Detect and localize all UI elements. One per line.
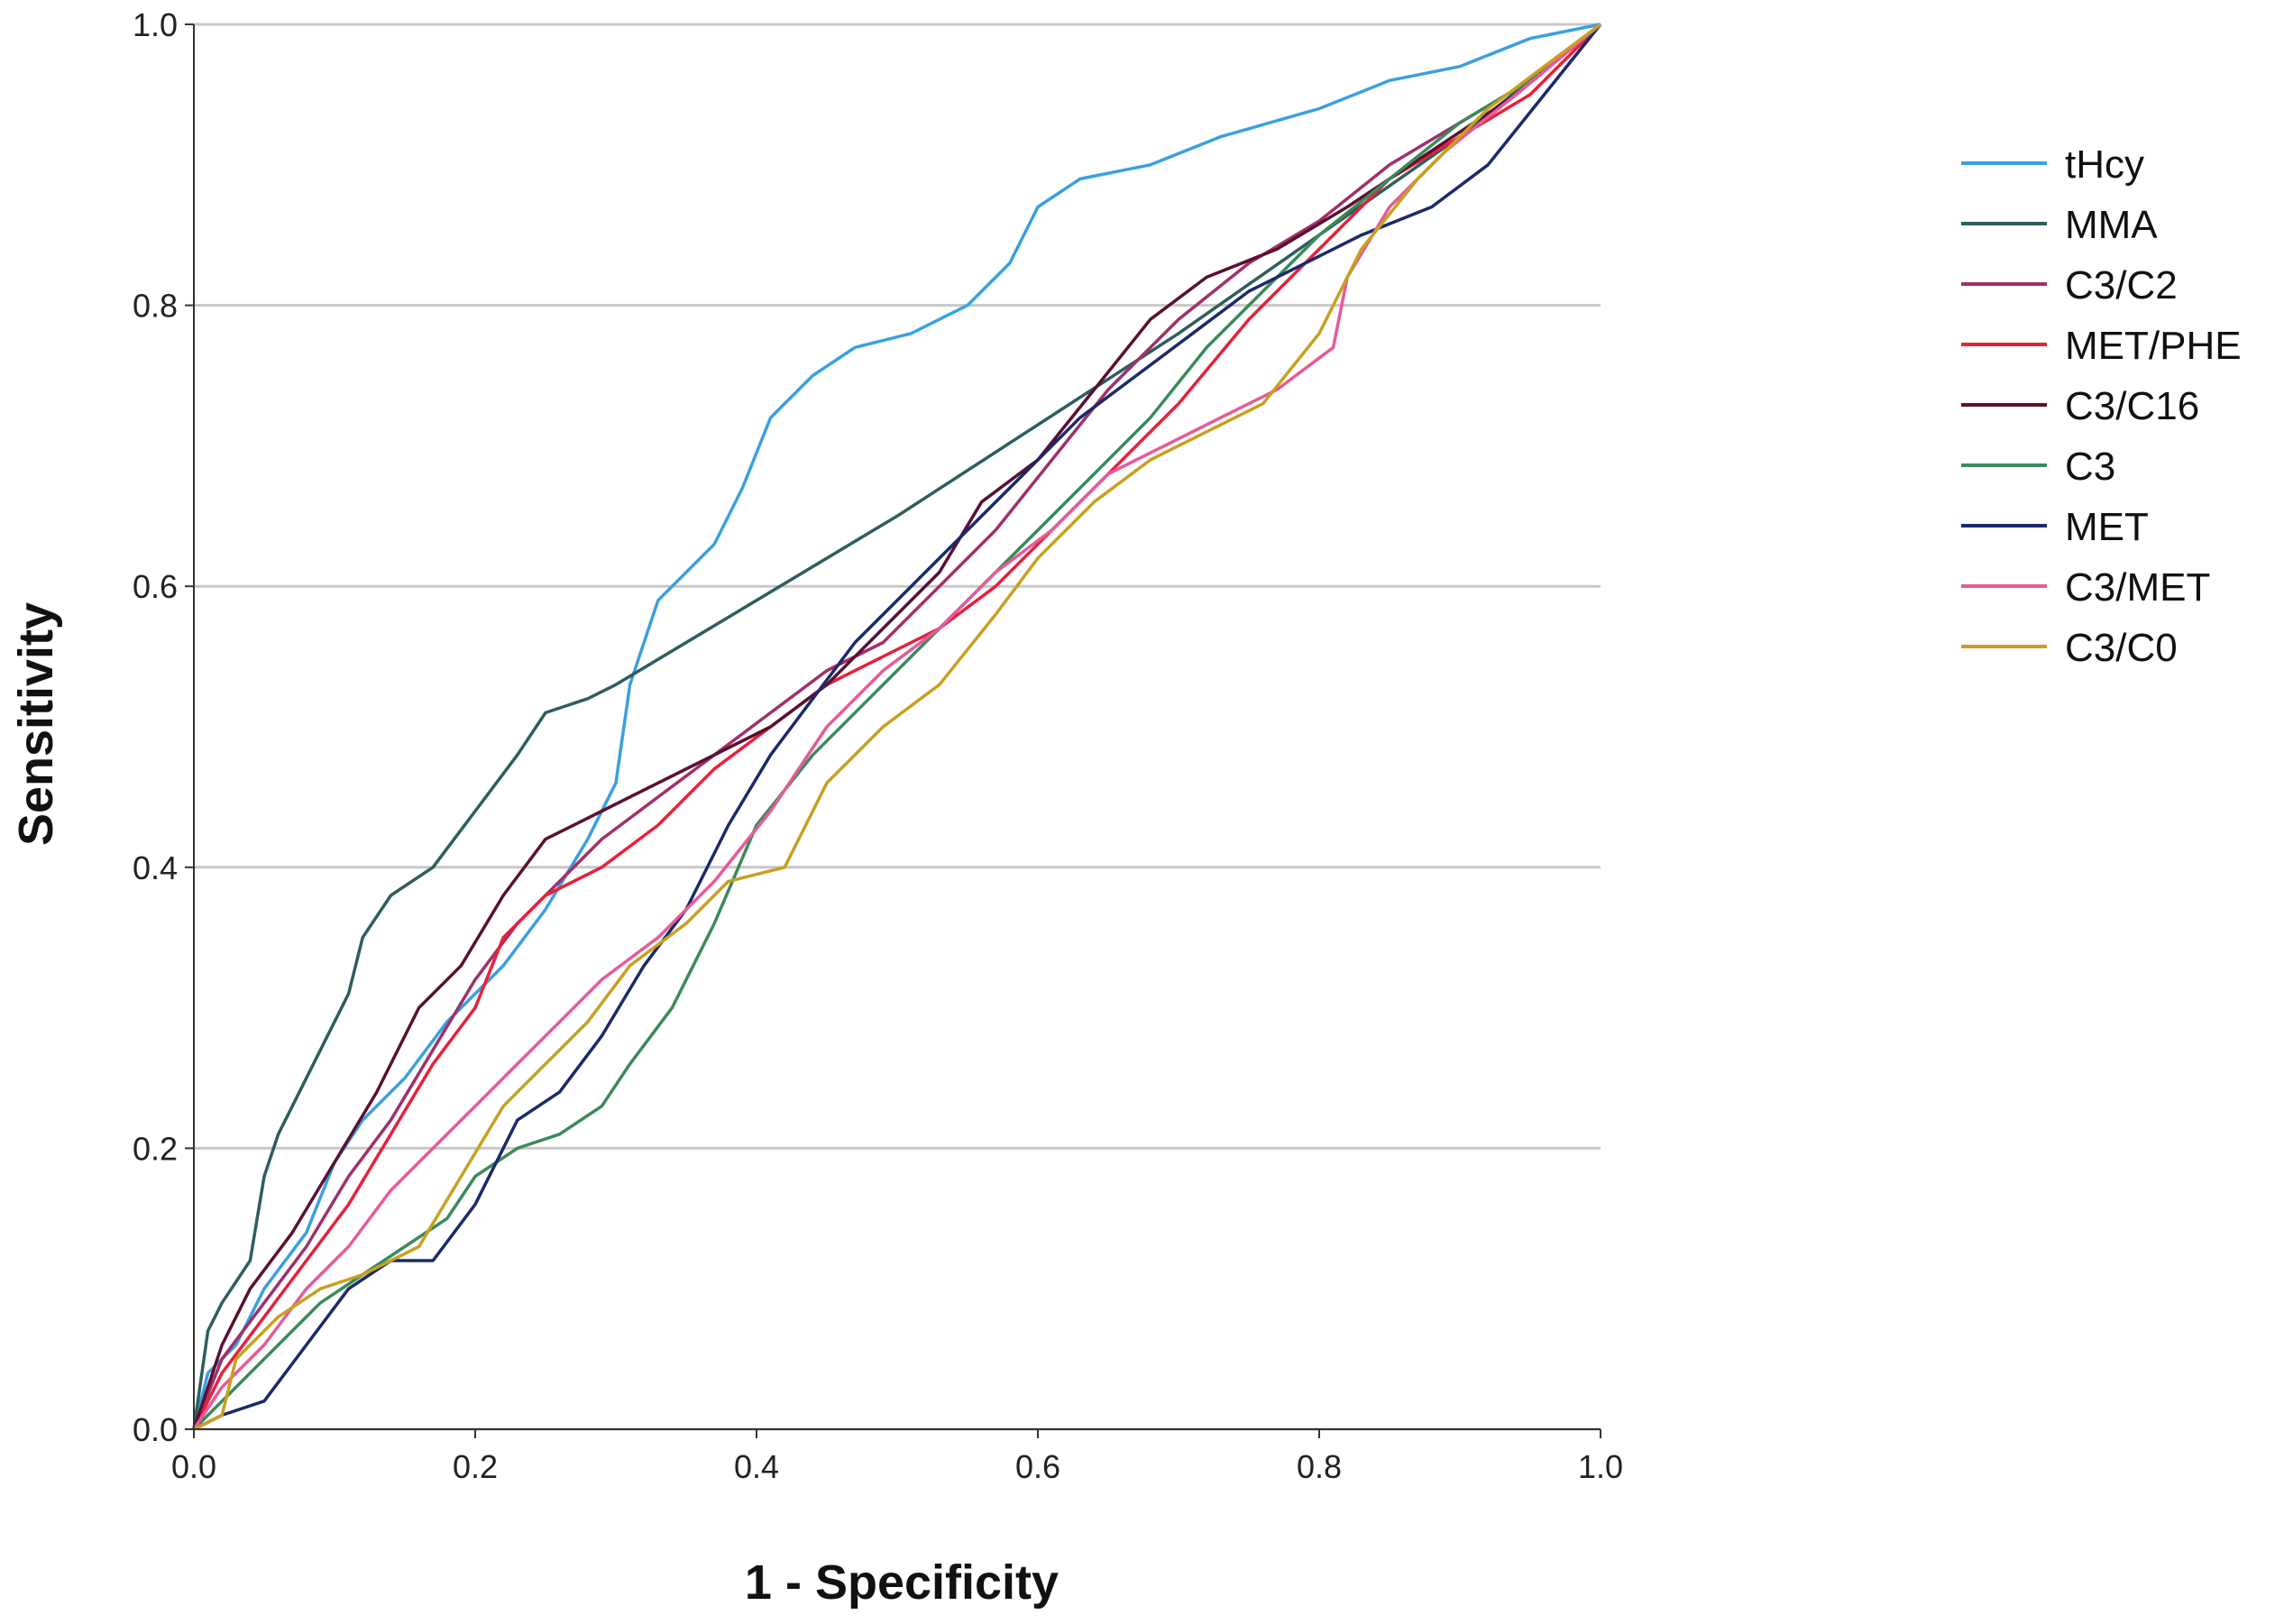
legend-label-met: MET [2065,505,2149,549]
x-tick-label-3: 0.6 [1015,1448,1060,1485]
curve-c3-c0 [193,23,1602,1431]
y-tick-label-1: 0.2 [133,1130,178,1167]
curve-met-phe [192,23,1602,1430]
y-tick-label-3: 0.6 [133,568,178,605]
y-tick-label-2: 0.4 [133,849,178,886]
y-tick-label-5: 1.0 [133,6,178,43]
x-tick-label-5: 1.0 [1578,1448,1623,1485]
x-axis-ticks: 0.0 0.2 0.4 0.6 0.8 1.0 [171,1429,1623,1485]
legend-label-met-phe: MET/PHE [2065,324,2242,368]
legend: tHcy MMA C3/C2 MET/PHE C3/C16 C3 MET C3/MET C3/C… [1961,142,2242,670]
legend-label-c3-c16: C3/C16 [2065,384,2199,428]
legend-label-c3-c2: C3/C2 [2065,263,2178,307]
x-tick-label-0: 0.0 [171,1448,216,1485]
curve-c3-met [192,23,1602,1430]
x-tick-label-2: 0.4 [734,1448,779,1485]
y-axis-ticks: 0.0 0.2 0.4 0.6 0.8 1.0 [133,6,194,1448]
curve-c3 [192,23,1602,1431]
y-tick-label-0: 0.0 [133,1411,178,1448]
legend-label-c3-c0: C3/C0 [2065,626,2178,670]
x-tick-label-1: 0.2 [453,1448,498,1485]
roc-curves [192,23,1602,1431]
x-axis-title: 1 - Specificity [745,1555,1059,1610]
gridlines [194,23,1601,1431]
curve-thcy [192,23,1601,1430]
legend-label-c3: C3 [2065,445,2115,489]
curve-mma [192,23,1602,1430]
curve-met [193,23,1602,1431]
curve-c3-c16 [192,23,1602,1430]
legend-label-mma: MMA [2065,203,2158,247]
x-tick-label-4: 0.8 [1297,1448,1342,1485]
y-axis-title: Sensitivity [9,602,63,846]
axes [193,24,1601,1430]
y-tick-label-4: 0.8 [133,288,178,325]
legend-label-c3-met: C3/MET [2065,565,2210,610]
curve-c3-c2 [192,23,1602,1430]
legend-label-thcy: tHcy [2065,142,2144,187]
